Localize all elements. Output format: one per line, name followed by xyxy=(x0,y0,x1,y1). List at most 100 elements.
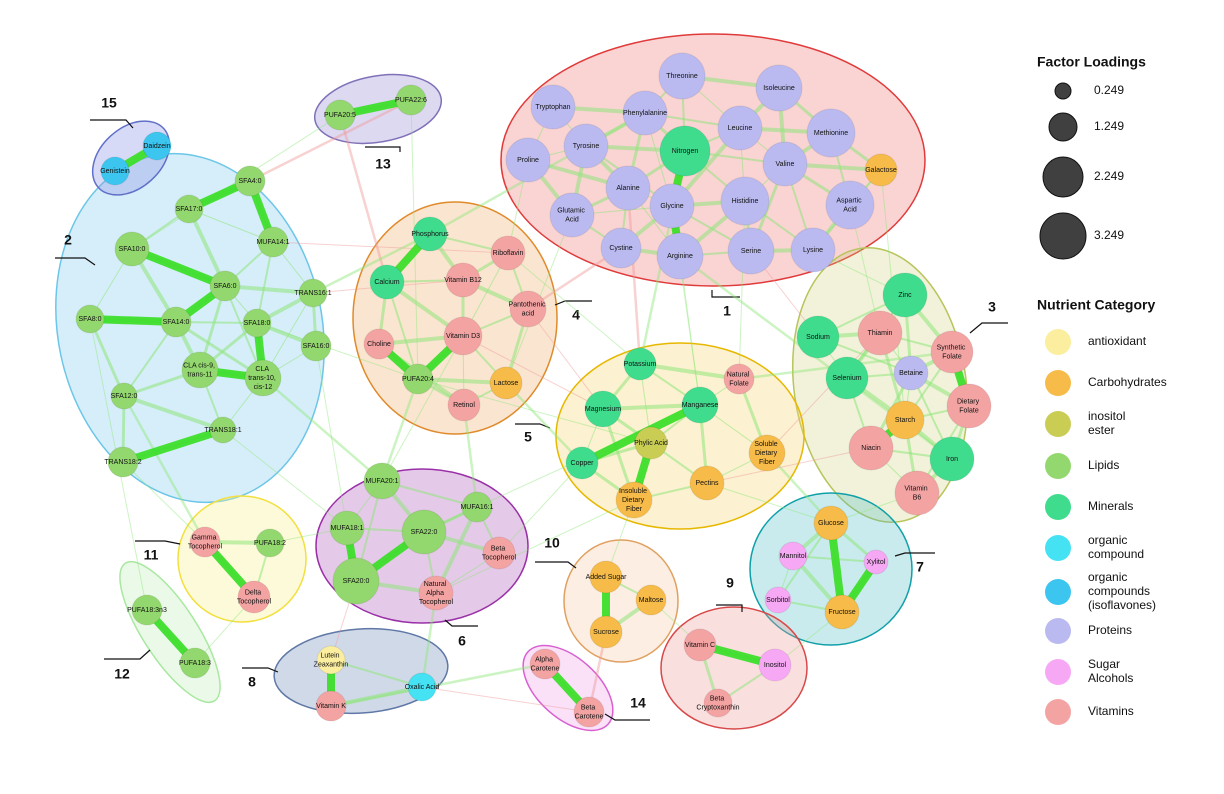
node xyxy=(717,105,763,151)
category-label: Vitamins xyxy=(1088,704,1134,718)
node xyxy=(656,232,704,280)
node xyxy=(600,227,642,269)
node-label: MUFA20:1 xyxy=(365,478,398,485)
node xyxy=(790,227,836,273)
node xyxy=(681,386,719,424)
node xyxy=(635,584,667,616)
node xyxy=(864,153,898,187)
node xyxy=(461,491,493,523)
node-label: MUFA18:1 xyxy=(330,525,363,532)
node xyxy=(489,366,523,400)
node-label: Tyrosine xyxy=(573,143,600,150)
legend-title: Factor Loadings xyxy=(1037,54,1146,70)
node xyxy=(114,231,150,267)
node xyxy=(209,416,237,444)
cluster-pointer xyxy=(894,552,935,557)
node xyxy=(316,645,346,675)
node-label: Cystine xyxy=(609,245,632,252)
node xyxy=(324,99,356,131)
node-label: Mannitol xyxy=(780,553,807,560)
category-label: inositol ester xyxy=(1088,409,1129,437)
node-label: Gamma Tocopherol xyxy=(188,534,223,550)
node xyxy=(857,310,903,356)
cluster-label: 15 xyxy=(101,95,117,111)
node-label: TRANS18:1 xyxy=(204,427,241,434)
node xyxy=(412,216,448,252)
node-label: Xylitol xyxy=(867,559,886,566)
node xyxy=(244,359,282,397)
node xyxy=(720,176,770,226)
node-label: Riboflavin xyxy=(493,250,524,257)
node xyxy=(490,235,526,271)
node xyxy=(407,672,437,702)
node-label: Dietary Folate xyxy=(957,398,981,414)
node xyxy=(189,526,221,558)
node-label: PUFA20:5 xyxy=(324,112,356,119)
node xyxy=(893,355,929,391)
category-swatch xyxy=(1045,535,1071,561)
edge xyxy=(315,345,348,529)
node-label: PUFA22:6 xyxy=(395,97,427,104)
node xyxy=(573,696,605,728)
edge xyxy=(381,335,464,482)
node-label: Genistein xyxy=(100,168,130,175)
node-label: Oxalic Acid xyxy=(405,684,440,691)
category-label: Lipids xyxy=(1088,458,1119,472)
node xyxy=(894,470,940,516)
node xyxy=(418,575,454,611)
legend-title: Nutrient Category xyxy=(1037,297,1155,313)
node-label: Vitamin D3 xyxy=(446,333,480,340)
node-label: Selenium xyxy=(832,375,861,382)
edge xyxy=(122,395,207,543)
node-label: Leucine xyxy=(728,125,753,132)
category-label: Sugar Alcohols xyxy=(1088,657,1133,685)
node xyxy=(748,434,786,472)
node-label: Phylic Acid xyxy=(634,440,668,447)
node-label: Retinol xyxy=(453,402,475,409)
node-label: Natural Folate xyxy=(727,371,752,387)
node xyxy=(549,192,595,238)
node-label: Nitrogen xyxy=(672,148,699,155)
category-label: antioxidant xyxy=(1088,334,1147,348)
node xyxy=(107,446,139,478)
node-label: Pantothenic acid xyxy=(509,301,548,317)
edge xyxy=(679,255,701,406)
node xyxy=(237,580,271,614)
node-label: PUFA18:3n3 xyxy=(127,607,167,614)
cluster-pointer xyxy=(711,290,740,298)
node-label: Glutamic Acid xyxy=(557,207,587,223)
node xyxy=(110,382,138,410)
node xyxy=(300,330,332,362)
node-label: Alpha Carotene xyxy=(531,656,560,672)
node xyxy=(75,304,105,334)
node-label: SFA22:0 xyxy=(411,529,438,536)
edge xyxy=(639,362,740,381)
node-label: Zinc xyxy=(898,292,912,299)
node xyxy=(658,52,706,100)
edge xyxy=(462,335,604,410)
size-swatch xyxy=(1054,82,1072,100)
edge xyxy=(123,321,177,397)
node-label: Delta Tocopherol xyxy=(237,589,272,605)
node xyxy=(605,165,651,211)
node xyxy=(622,90,668,136)
node xyxy=(482,536,516,570)
node xyxy=(863,549,889,575)
node xyxy=(179,647,211,679)
node-label: Calcium xyxy=(374,279,399,286)
edge xyxy=(330,685,423,708)
category-swatch xyxy=(1045,453,1071,479)
cluster-label: 6 xyxy=(458,633,466,649)
edge xyxy=(527,308,604,410)
edge xyxy=(626,187,642,365)
node xyxy=(634,426,668,460)
node xyxy=(505,137,551,183)
node-label: Synthetic Folate xyxy=(937,344,968,360)
node-label: Vitamin C xyxy=(685,642,715,649)
node-label: MUFA16:1 xyxy=(460,504,493,511)
node-label: SFA17:0 xyxy=(176,206,203,213)
node-label: Aspartic Acid xyxy=(836,197,863,213)
node-label: Serine xyxy=(741,248,761,255)
node xyxy=(929,436,975,482)
node-label: Beta Tocopherol xyxy=(482,545,517,561)
